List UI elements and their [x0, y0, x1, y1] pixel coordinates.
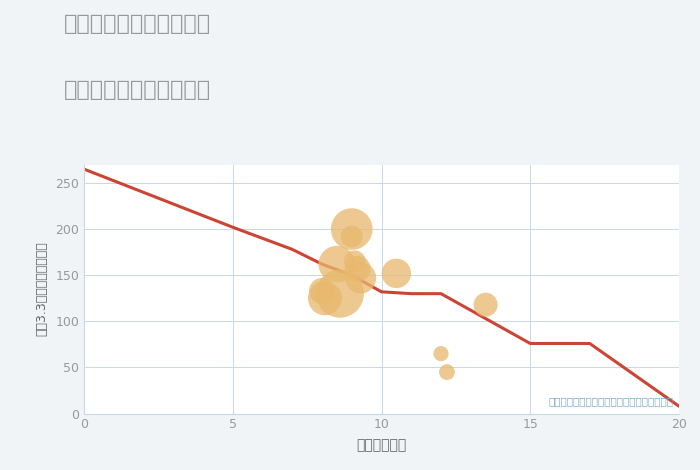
Point: [391, 270, 402, 277]
Point: [435, 350, 447, 357]
Point: [316, 287, 328, 295]
Point: [346, 225, 357, 233]
Point: [441, 368, 452, 376]
Point: [349, 258, 360, 265]
Point: [331, 260, 342, 268]
Text: 駅距離別中古戸建て価格: 駅距離別中古戸建て価格: [64, 80, 211, 100]
Point: [352, 265, 363, 273]
Point: [335, 290, 346, 298]
Point: [346, 233, 357, 240]
Point: [355, 274, 366, 282]
Text: 兵庫県西宮市上葭原町の: 兵庫県西宮市上葭原町の: [64, 14, 211, 34]
Text: 円の大きさは、取引のあった物件面積を示す: 円の大きさは、取引のあった物件面積を示す: [548, 396, 673, 406]
Point: [480, 301, 491, 308]
Point: [319, 295, 330, 302]
X-axis label: 駅距離（分）: 駅距離（分）: [356, 439, 407, 453]
Y-axis label: 坪（3.3㎡）単価（万円）: 坪（3.3㎡）単価（万円）: [35, 242, 48, 337]
